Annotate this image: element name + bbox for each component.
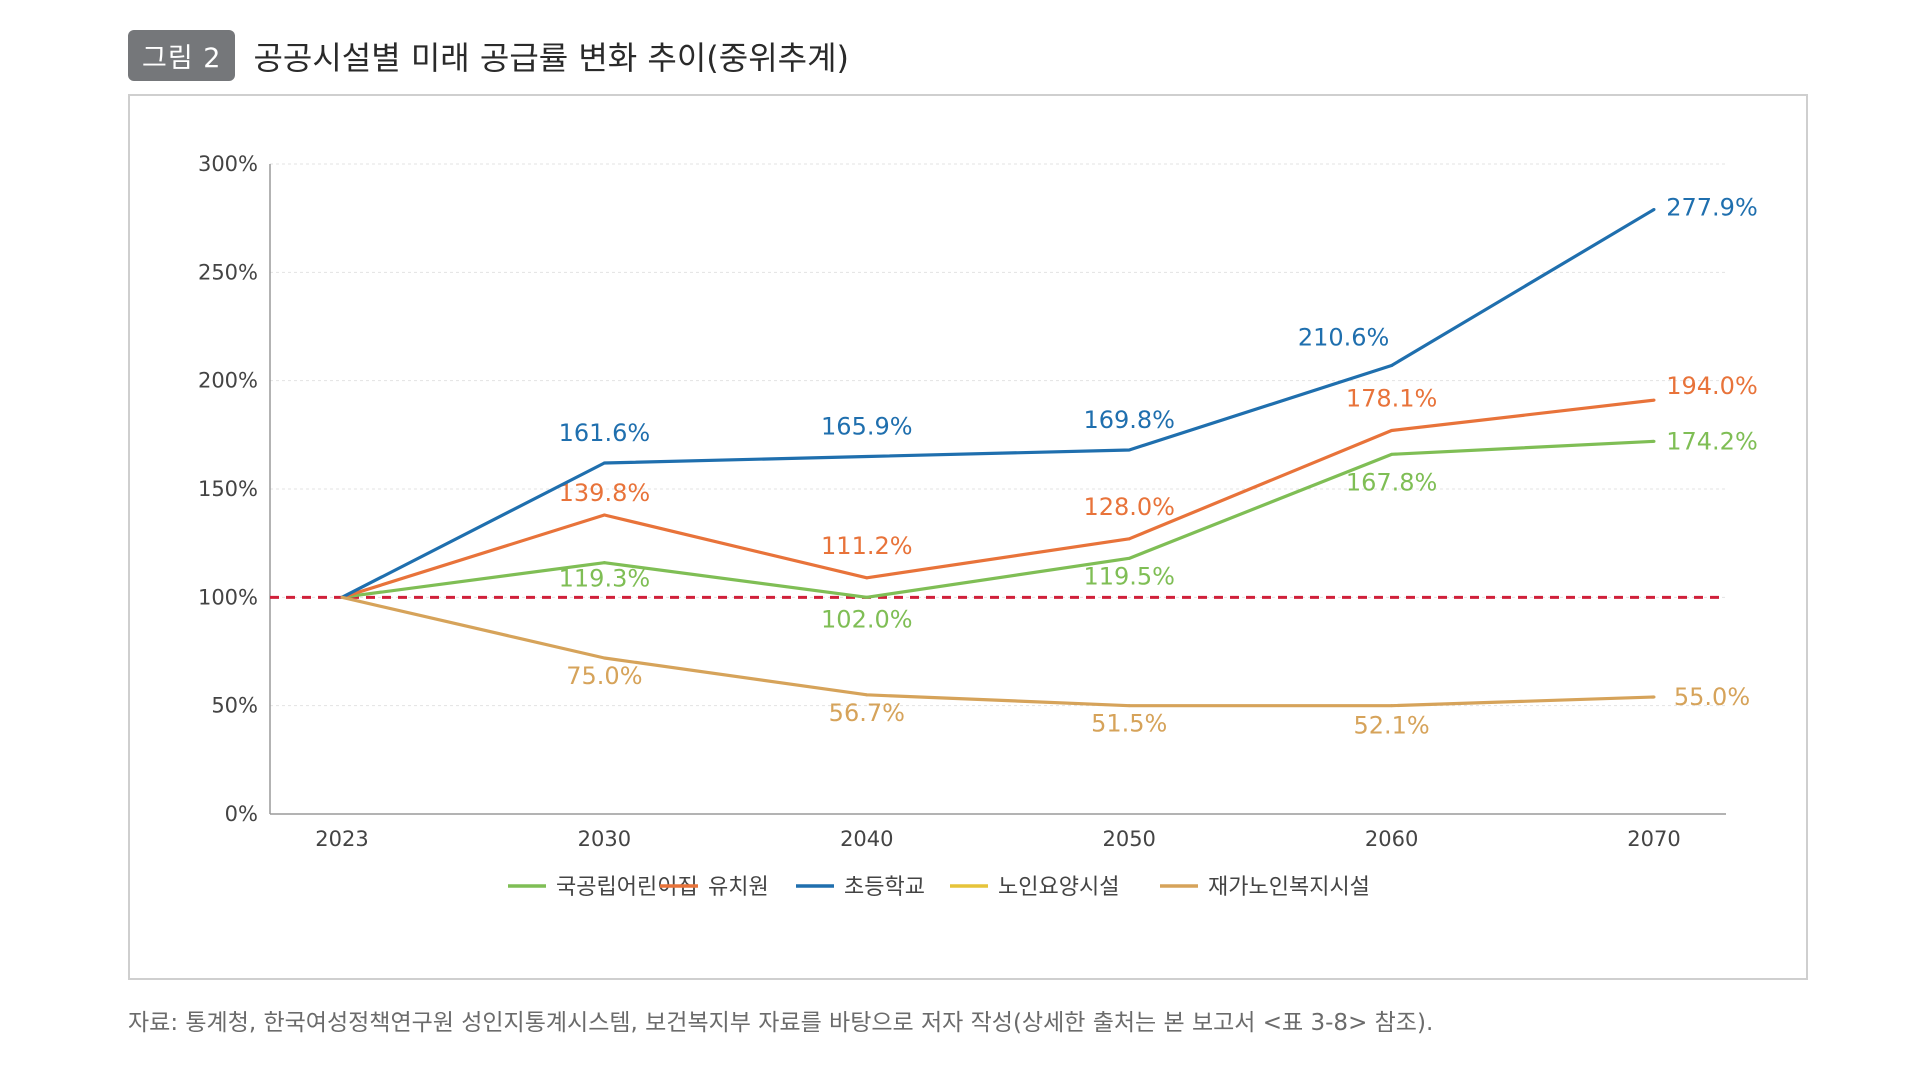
data-point: [865, 693, 869, 697]
x-tick-label: 2070: [1627, 827, 1680, 851]
figure-badge: 그림 2: [128, 30, 236, 81]
data-label: 167.8%: [1346, 468, 1438, 496]
data-point: [1390, 364, 1394, 367]
data-point: [1127, 448, 1131, 452]
data-label: 75.0%: [566, 662, 642, 690]
legend-label: 재가노인복지시설: [1208, 875, 1370, 900]
series-line: [341, 208, 1655, 599]
source-note: 자료: 통계청, 한국여성정책연구원 성인지통계시스템, 보건복지부 자료를 바…: [128, 1010, 1434, 1036]
data-label: 165.9%: [821, 413, 913, 441]
data-point: [340, 595, 344, 599]
y-tick-label: 250%: [198, 260, 258, 284]
data-point: [602, 461, 606, 465]
data-point: [1652, 208, 1656, 211]
data-point: [602, 513, 606, 517]
data-point: [1652, 695, 1656, 699]
y-tick-label: 50%: [211, 694, 258, 718]
legend-label: 초등학교: [844, 875, 925, 900]
y-tick-label: 150%: [198, 477, 258, 501]
data-label: 178.1%: [1346, 385, 1438, 413]
y-tick-label: 200%: [198, 369, 258, 393]
series-line: [341, 595, 1655, 708]
data-label: 102.0%: [821, 605, 913, 633]
data-point: [1390, 452, 1394, 456]
y-tick-label: 0%: [225, 802, 258, 826]
data-point: [602, 656, 606, 660]
data-label: 119.3%: [559, 565, 651, 593]
data-label: 277.9%: [1666, 194, 1758, 222]
data-label: 169.8%: [1083, 406, 1175, 434]
data-label: 52.1%: [1353, 712, 1429, 740]
line-chart: 0% 50% 100% 150% 200% 250% 300% 2023 2030 2040 205…: [198, 152, 1758, 900]
data-point: [865, 576, 869, 580]
data-label: 194.0%: [1666, 372, 1758, 400]
legend-label: 유치원: [708, 875, 769, 900]
data-point: [1390, 429, 1394, 432]
data-label: 161.6%: [559, 419, 651, 447]
data-label: 128.0%: [1083, 493, 1175, 521]
data-label: 51.5%: [1091, 710, 1167, 738]
series-line: [341, 398, 1655, 599]
data-label: 174.2%: [1666, 427, 1758, 455]
data-point: [602, 561, 606, 565]
x-tick-label: 2060: [1365, 827, 1418, 851]
series-line: [341, 439, 1655, 599]
data-label: 210.6%: [1298, 324, 1390, 352]
data-label: 139.8%: [559, 479, 651, 507]
data-point: [865, 455, 869, 458]
data-point: [1127, 556, 1131, 560]
legend-label: 노인요양시설: [998, 875, 1119, 900]
data-label: 119.5%: [1083, 562, 1175, 590]
data-point: [1127, 537, 1131, 541]
x-tick-label: 2040: [840, 827, 893, 851]
figure-header: 그림 2 공공시설별 미래 공급률 변화 추이(중위추계): [128, 30, 849, 81]
y-tick-label: 100%: [198, 585, 258, 609]
figure-title: 공공시설별 미래 공급률 변화 추이(중위추계): [253, 38, 850, 77]
chart-frame: 0% 50% 100% 150% 200% 250% 300% 2023 2030 2040 205…: [128, 94, 1808, 980]
data-point: [1390, 704, 1394, 708]
x-tick-label: 2030: [578, 827, 631, 851]
data-label: 56.7%: [829, 699, 905, 727]
data-point: [865, 595, 869, 599]
y-tick-label: 300%: [198, 152, 258, 176]
data-point: [1127, 704, 1131, 708]
data-label: 111.2%: [821, 532, 913, 560]
data-point: [1652, 398, 1656, 402]
x-tick-label: 2023: [315, 827, 368, 851]
x-tick-label: 2050: [1102, 827, 1155, 851]
data-label: 55.0%: [1674, 683, 1750, 711]
data-point: [1652, 439, 1656, 443]
